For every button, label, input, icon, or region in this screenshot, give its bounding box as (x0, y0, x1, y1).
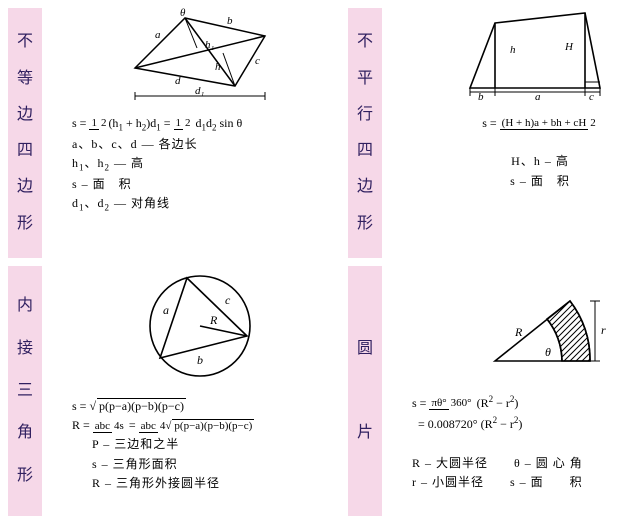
legend-c-2: R – 三角形外接圆半径 (92, 474, 256, 493)
section-label-annular-sector: 圆片 (348, 266, 382, 516)
cell-nonparallel-quad: h H b a c s = (H + h)a + bh + cH2 (408, 8, 640, 258)
svg-text:h₁: h₁ (205, 39, 215, 51)
label-char: 边 (357, 179, 373, 195)
formula-area: s = 12(h1 + h2)d1 = 12 d1d2 sin θ (72, 114, 242, 135)
svg-text:a: a (163, 303, 169, 317)
svg-text:H: H (564, 41, 574, 53)
label-char: 三 (17, 383, 33, 399)
label-char: 形 (357, 216, 373, 232)
label-char: 圆 (357, 341, 373, 357)
legend-c-1: s – 三角形面积 (92, 455, 256, 474)
formula-d-1: s = πθ°360° (R2 − r2) (412, 392, 583, 413)
label-char: 形 (17, 216, 33, 232)
svg-text:R: R (514, 325, 523, 339)
svg-text:b: b (227, 15, 233, 27)
cell-annular-sector: R θ r s = πθ°360° (R2 − r2) = 0.008720° … (408, 266, 640, 516)
label-char: 角 (17, 425, 33, 441)
label-char: 边 (17, 179, 33, 195)
label-char: 边 (17, 107, 33, 123)
diagram-inscribed-triangle: a c b R (72, 266, 328, 391)
svg-text:c: c (589, 91, 594, 103)
label-char: 四 (357, 143, 373, 159)
formula-d-2: = 0.008720° (R2 − r2) (412, 413, 583, 434)
formulas-d: s = πθ°360° (R2 − r2) = 0.008720° (R2 − … (412, 392, 583, 492)
svg-text:b: b (197, 353, 203, 367)
label-char: 内 (17, 298, 33, 314)
diagram-irregular-quad: a θ b c h₁ h d d₁ (72, 8, 328, 108)
svg-text:b: b (478, 91, 484, 103)
legend-d-0: R – 大圆半径 θ – 圆 心 角 (412, 454, 583, 473)
label-char: 行 (357, 107, 373, 123)
cell-inscribed-triangle: a c b R s = √p(p−a)(p−b)(p−c) R = abc4s … (68, 266, 328, 516)
diagram-annular-sector: R θ r (412, 266, 640, 386)
section-label-inscribed-triangle: 内接三角形 (8, 266, 42, 516)
svg-text:c: c (225, 293, 231, 307)
legend-a-0: a、b、c、d — 各边长 (72, 135, 242, 154)
section-label-irregular-quad: 不等边四边形 (8, 8, 42, 258)
legend-a-2: s – 面 积 (72, 175, 242, 194)
label-char: 四 (17, 143, 33, 159)
legend-d-1: r – 小圆半径 s – 面 积 (412, 473, 583, 492)
legend-a-3: d1、d2 — 对角线 (72, 194, 242, 215)
formula-c-1: s = √p(p−a)(p−b)(p−c) (72, 397, 256, 416)
svg-text:a: a (535, 91, 541, 103)
svg-text:r: r (601, 323, 606, 337)
label-char: 平 (357, 71, 373, 87)
label-char: 不 (17, 34, 33, 50)
legend-c-0: P – 三边和之半 (92, 435, 256, 454)
legend-b-0: H、h – 高 (412, 152, 640, 171)
section-label-nonparallel-quad: 不平行四边形 (348, 8, 382, 258)
label-char: 片 (357, 425, 373, 441)
svg-text:a: a (155, 29, 161, 41)
svg-text:h: h (510, 44, 516, 56)
formulas-b: s = (H + h)a + bh + cH2 H、h – 高 s – 面 积 (412, 114, 640, 191)
svg-text:d₁: d₁ (195, 85, 205, 97)
formulas-c: s = √p(p−a)(p−b)(p−c) R = abc4s = abc4√p… (72, 397, 256, 493)
diagram-nonparallel-quad: h H b a c (412, 8, 640, 108)
label-char: 不 (357, 34, 373, 50)
formulas-a: s = 12(h1 + h2)d1 = 12 d1d2 sin θ a、b、c、… (72, 114, 242, 215)
svg-text:θ: θ (180, 8, 186, 19)
formula-c-2: R = abc4s = abc4√p(p−a)(p−b)(p−c) (72, 416, 256, 435)
legend-a-1: h1、h2 — 高 (72, 154, 242, 175)
label-char: 等 (17, 71, 33, 87)
cell-irregular-quad: a θ b c h₁ h d d₁ s = 12(h1 + h2)d1 = 12… (68, 8, 328, 258)
svg-text:d: d (175, 75, 181, 87)
svg-text:h: h (215, 61, 221, 73)
svg-text:θ: θ (545, 345, 551, 359)
svg-text:R: R (209, 313, 218, 327)
label-char: 接 (17, 341, 33, 357)
formula-b: s = (H + h)a + bh + cH2 (412, 114, 640, 133)
legend-b-1: s – 面 积 (412, 172, 640, 191)
svg-text:c: c (255, 55, 260, 67)
label-char: 形 (17, 468, 33, 484)
